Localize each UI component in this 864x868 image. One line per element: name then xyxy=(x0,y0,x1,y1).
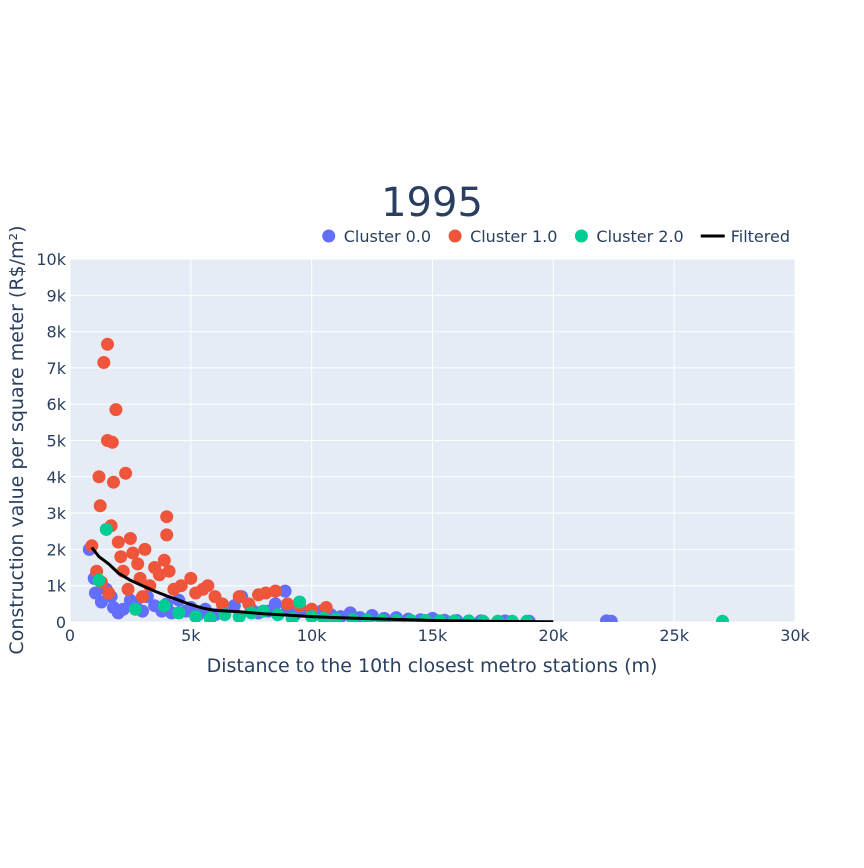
data-point xyxy=(92,470,106,484)
data-point xyxy=(126,546,140,560)
legend-item[interactable]: Cluster 1.0 xyxy=(448,227,558,246)
legend-label: Cluster 0.0 xyxy=(344,227,431,246)
legend-marker xyxy=(448,229,462,243)
x-tick-label: 0 xyxy=(65,626,75,645)
y-tick-label: 2k xyxy=(47,540,67,559)
data-point xyxy=(203,611,217,622)
data-point xyxy=(162,564,176,578)
data-point xyxy=(604,614,618,622)
legend-label: Cluster 2.0 xyxy=(596,227,683,246)
axes: 0 1k 2k 3k 4k 5k 6k 7k 8k 9k 10k 0 5k 10k 15k 20k 25k 30k xyxy=(36,250,810,645)
data-point xyxy=(293,595,307,609)
x-axis-title: Distance to the 10th closest metro stati… xyxy=(207,655,658,677)
data-point xyxy=(85,539,99,553)
data-point xyxy=(136,590,149,604)
data-point xyxy=(172,606,186,620)
data-point xyxy=(174,579,188,593)
y-tick-label: 4k xyxy=(47,468,67,487)
data-point xyxy=(107,475,120,489)
y-tick-label: 3k xyxy=(47,504,67,523)
x-tick-label: 15k xyxy=(418,626,448,645)
data-point xyxy=(189,610,203,622)
legend-label: Filtered xyxy=(731,227,790,246)
legend-item[interactable]: Filtered xyxy=(700,227,790,246)
y-axis-title: Construction value per square meter (R$/… xyxy=(6,225,28,654)
data-point xyxy=(157,553,171,567)
data-point xyxy=(99,522,113,536)
data-point xyxy=(131,557,145,571)
data-point xyxy=(256,604,270,618)
data-point xyxy=(201,579,215,593)
legend-marker xyxy=(322,229,336,243)
data-point xyxy=(92,573,106,587)
data-point xyxy=(114,550,128,564)
data-point xyxy=(215,597,229,611)
series-filtered xyxy=(90,546,554,622)
data-point xyxy=(97,356,111,369)
data-point xyxy=(160,528,174,542)
chart-title: 1995 xyxy=(381,180,483,226)
data-point xyxy=(123,532,137,545)
x-tick-label: 20k xyxy=(539,626,569,645)
x-tick-label: 5k xyxy=(181,626,201,645)
grid-lines xyxy=(69,258,796,623)
data-point xyxy=(101,337,114,351)
legend-label: Cluster 1.0 xyxy=(470,227,557,246)
y-tick-label: 7k xyxy=(47,359,67,378)
data-point xyxy=(157,599,171,613)
data-point xyxy=(138,542,152,556)
y-tick-label: 5k xyxy=(47,432,67,451)
data-point xyxy=(128,602,142,616)
legend[interactable]: Cluster 0.0 Cluster 1.0 Cluster 2.0 Filtere… xyxy=(322,227,790,246)
data-point xyxy=(281,597,294,611)
data-point xyxy=(111,535,125,549)
data-point xyxy=(716,614,729,622)
data-series xyxy=(82,337,729,622)
data-point xyxy=(109,403,123,417)
y-tick-label: 10k xyxy=(36,250,66,269)
data-point xyxy=(184,571,198,585)
legend-item[interactable]: Cluster 2.0 xyxy=(574,227,684,246)
y-tick-label: 6k xyxy=(47,395,67,414)
data-point xyxy=(268,584,282,598)
data-point xyxy=(268,597,282,611)
data-point xyxy=(119,466,133,480)
data-point xyxy=(232,590,246,604)
data-point xyxy=(319,601,333,614)
x-tick-label: 10k xyxy=(297,626,327,645)
y-tick-label: 1k xyxy=(47,577,67,596)
x-tick-label: 30k xyxy=(780,626,810,645)
filtered-line xyxy=(90,546,554,622)
series-cluster-1-0 xyxy=(85,337,333,616)
y-tick-label: 9k xyxy=(47,286,67,305)
legend-item[interactable]: Cluster 0.0 xyxy=(322,227,431,246)
data-point xyxy=(278,584,292,598)
data-point xyxy=(102,586,116,600)
x-tick-label: 25k xyxy=(659,626,689,645)
data-point xyxy=(94,595,108,609)
data-point xyxy=(105,435,119,449)
y-tick-label: 0 xyxy=(56,613,66,632)
y-tick-label: 8k xyxy=(47,323,67,342)
data-point xyxy=(121,582,135,596)
data-point xyxy=(93,499,107,513)
legend-marker xyxy=(574,229,588,243)
data-point xyxy=(160,510,174,524)
data-point xyxy=(116,602,130,616)
